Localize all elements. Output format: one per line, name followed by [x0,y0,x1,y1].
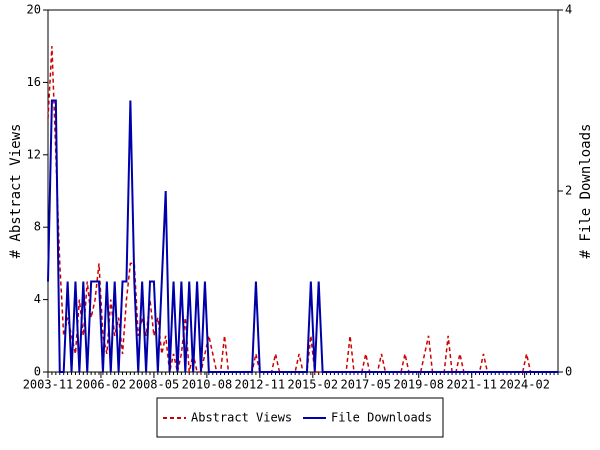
y2-axis-title: # File Downloads [578,124,594,259]
y2-tick-label: 0 [565,365,572,379]
x-tick-label: 2021-11 [446,378,497,392]
x-tick-label: 2012-11 [235,378,286,392]
y2-tick-label: 2 [565,184,572,198]
y-tick-label: 0 [34,365,41,379]
y-tick-label: 4 [34,292,41,306]
y-axis-title: # Abstract Views [8,124,24,259]
legend-label: Abstract Views [191,411,292,425]
y-tick-label: 12 [27,147,41,161]
legend-label: File Downloads [331,411,432,425]
x-tick-label: 2024-02 [499,378,550,392]
x-tick-label: 2017-05 [340,378,391,392]
data-line [47,99,558,373]
x-tick-label: 2019-08 [393,378,444,392]
y-tick-label: 8 [34,220,41,234]
x-tick-label: 2015-02 [288,378,339,392]
x-tick-label: 2006-02 [76,378,127,392]
legend-box [156,397,444,438]
x-tick-label: 2003-11 [23,378,74,392]
x-tick-label: 2010-08 [182,378,233,392]
y2-tick-label: 4 [565,3,572,17]
y-tick-label: 16 [27,75,41,89]
y-tick-label: 20 [27,3,41,17]
data-line [47,46,558,373]
x-tick-label: 2008-05 [129,378,180,392]
